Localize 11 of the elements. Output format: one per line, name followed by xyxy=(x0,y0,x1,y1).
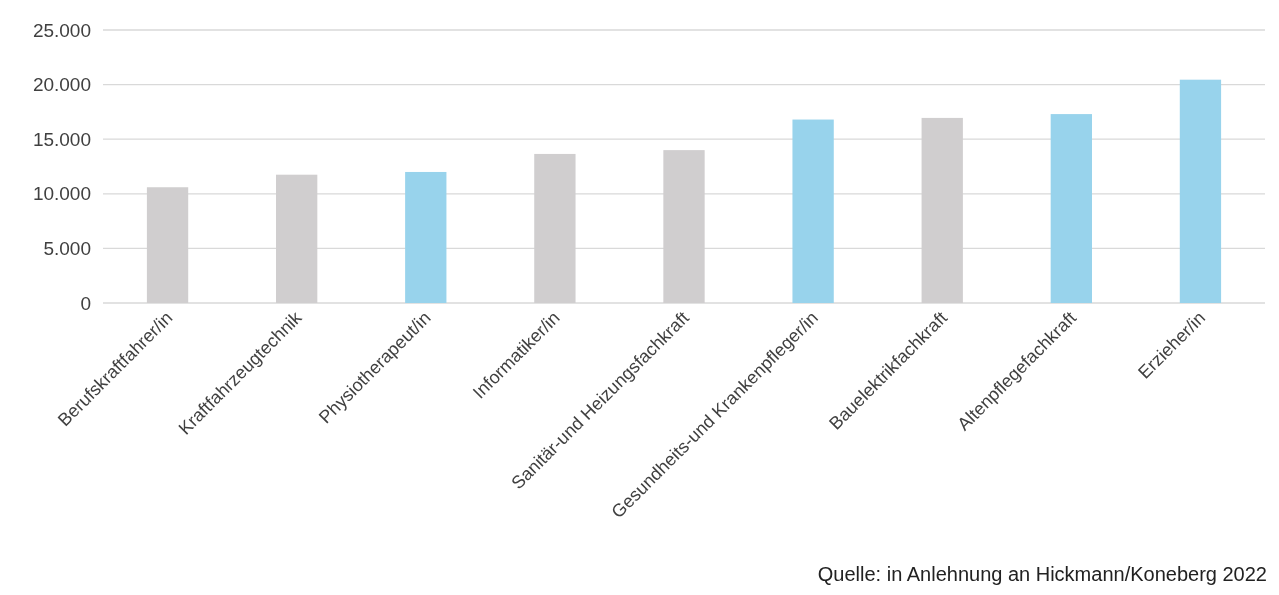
bar xyxy=(792,119,834,303)
y-tick-label: 15.000 xyxy=(32,128,91,150)
bar xyxy=(1050,114,1092,303)
y-tick-label: 0 xyxy=(80,292,91,314)
y-tick-label: 5.000 xyxy=(43,238,91,260)
y-tick-label: 20.000 xyxy=(32,74,91,96)
bar xyxy=(1179,79,1222,303)
y-tick-label: 10.000 xyxy=(32,183,91,205)
source-note: Quelle: in Anlehnung an Hickmann/Koneberg 2022 xyxy=(817,563,1267,585)
bar xyxy=(405,171,447,303)
y-tick-label: 25.000 xyxy=(32,19,91,41)
